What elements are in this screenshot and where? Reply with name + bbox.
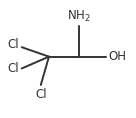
Text: Cl: Cl [7, 62, 19, 75]
Text: NH$_2$: NH$_2$ [67, 8, 91, 24]
Text: Cl: Cl [35, 88, 47, 101]
Text: OH: OH [109, 50, 127, 63]
Text: Cl: Cl [7, 38, 19, 51]
